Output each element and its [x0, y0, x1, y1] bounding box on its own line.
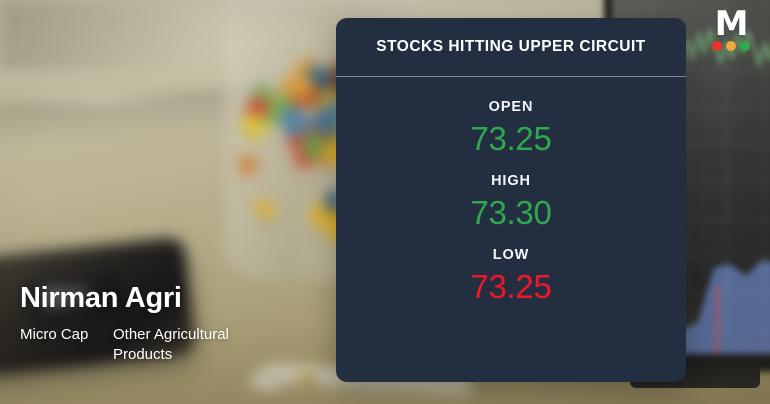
stat-open-label: OPEN — [488, 99, 534, 115]
chart-gridline-horizontal — [612, 292, 770, 293]
red-dot — [712, 41, 722, 51]
chart-gridline-horizontal — [612, 181, 770, 182]
stat-low-label: LOW — [492, 247, 530, 263]
chart-gridline-vertical — [764, 0, 765, 354]
chart-gridline-vertical — [688, 0, 689, 354]
stat-low-value: 73.25 — [470, 268, 552, 305]
stat-high-label: HIGH — [491, 173, 531, 189]
stat-high-value: 73.30 — [470, 194, 552, 231]
stock-meta: Micro Cap Other Agricultural Products — [20, 325, 273, 365]
chart-gridline-horizontal — [612, 218, 770, 219]
card-body: OPEN 73.25 HIGH 73.30 LOW 73.25 — [336, 77, 686, 321]
chart-gridline-horizontal — [612, 329, 770, 330]
stock-info: Nirman Agri Micro Cap Other Agricultural… — [20, 282, 273, 365]
stat-low: LOW 73.25 — [336, 247, 686, 305]
stat-high: HIGH 73.30 — [336, 173, 686, 231]
green-dot — [740, 41, 750, 51]
logo-dots — [712, 41, 750, 51]
candy-jar-rim — [222, 0, 428, 10]
stat-open: OPEN 73.25 — [336, 99, 686, 157]
card-title: STOCKS HITTING UPPER CIRCUIT — [376, 38, 646, 55]
smartphone-highlight — [30, 96, 180, 103]
stats-card: STOCKS HITTING UPPER CIRCUIT OPEN 73.25 … — [336, 18, 686, 382]
stat-open-value: 73.25 — [470, 120, 552, 157]
chart-gridline-horizontal — [612, 33, 770, 34]
orange-dot — [726, 41, 736, 51]
market-cap-category: Micro Cap — [20, 326, 89, 343]
chart-gridline-horizontal — [612, 70, 770, 71]
moneycontrol-logo: M — [704, 4, 758, 60]
chart-gridline-horizontal — [612, 144, 770, 145]
stylus-band — [299, 371, 317, 392]
card-divider — [336, 76, 686, 77]
chart-gridline-horizontal — [612, 255, 770, 256]
stock-name: Nirman Agri — [20, 282, 182, 314]
chart-gridline-horizontal — [612, 107, 770, 108]
stock-sector: Other Agricultural Products — [113, 326, 229, 363]
logo-letter-m: M — [714, 4, 749, 44]
chart-gridline-vertical — [726, 0, 727, 354]
